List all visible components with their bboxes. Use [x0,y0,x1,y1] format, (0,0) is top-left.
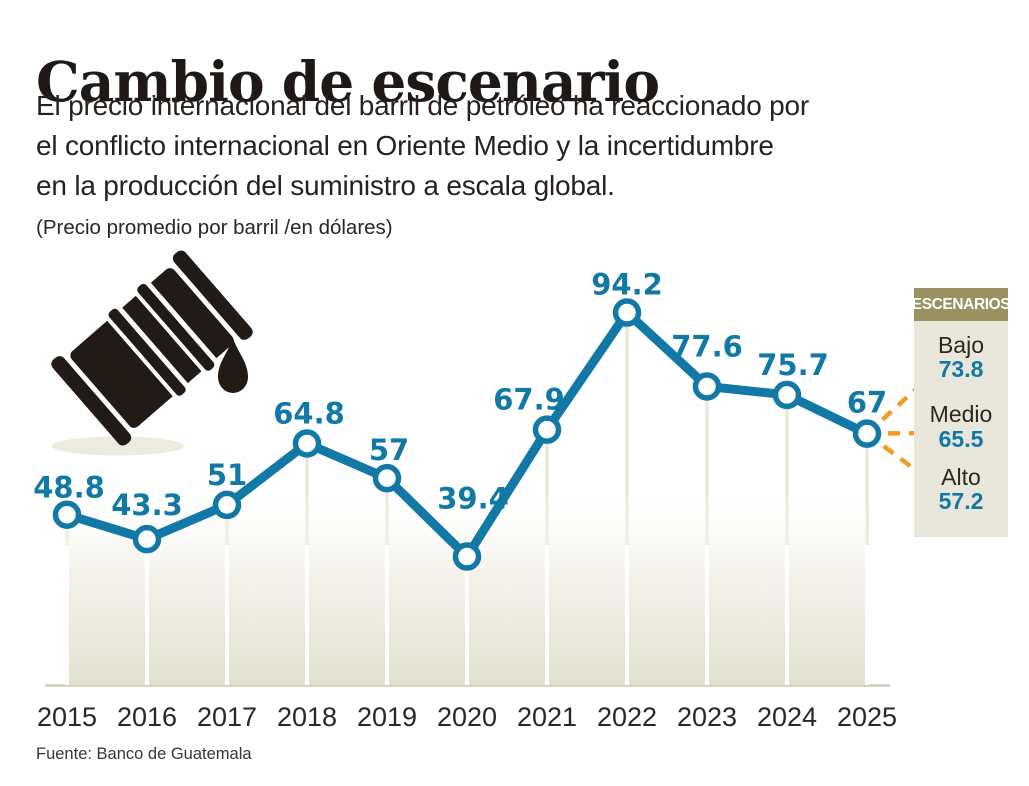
value-label: 64.8 [273,396,345,430]
scenario-high-label: Alto [941,464,981,490]
year-label: 2022 [597,702,657,732]
value-label: 94.2 [591,268,663,302]
description-line-2: el conflicto internacional en Oriente Me… [36,130,774,161]
year-label: 2020 [437,702,497,732]
scenario-connector-dashed-line [865,368,939,436]
value-label: 39.4 [437,482,509,516]
data-point-marker [212,490,242,520]
data-point-marker [372,463,402,493]
scenario-medium-value: 65.5 [938,426,984,452]
scenario-low-label: Bajo [937,332,985,358]
value-label: 67 [847,386,887,420]
year-label: 2023 [677,702,737,732]
description-line-3: en la producción del suministro a escala… [36,170,615,201]
data-point-marker [612,298,642,327]
year-label: 2016 [117,702,177,732]
data-point-marker [532,415,562,444]
oil-drop-icon [218,338,248,393]
data-point-marker [292,429,322,458]
data-point-marker [852,419,882,448]
year-label: 2025 [837,702,897,732]
value-label: 48.8 [33,471,105,505]
year-label: 2015 [37,702,97,732]
description-line-1: El precio internacional del barril de pe… [36,90,810,121]
scenarios-panel: ESCENARIOS Bajo 73.8 Medio 65.5 Alto 57.… [912,288,1011,537]
unit-note: (Precio promedio por barril /en dólares) [36,216,393,239]
data-point-marker [52,500,82,529]
oil-barrel-icon [51,250,253,446]
year-label: 2024 [757,702,817,732]
source-credit: Fuente: Banco de Guatemala [36,745,252,763]
chart-description: El precio internacional del barril de pe… [36,86,809,206]
year-label: 2019 [357,702,417,732]
data-point-marker [132,524,162,554]
barrel-shadow [52,436,184,456]
value-label: 57 [369,433,409,467]
year-label: 2018 [277,702,337,732]
value-label: 51 [207,458,247,492]
page-title: Cambio de escenario [36,48,660,114]
year-label: 2017 [197,702,257,732]
value-labels: 48.843.3 51 64.8 57 39.4 67.9 94.277.6 75.7 67 [33,268,887,523]
price-line-series [52,298,882,571]
scenario-high-value: 57.2 [938,488,984,514]
data-point-marker [772,380,802,410]
data-point-marker [452,542,482,571]
year-axis-labels: 2015 2016 2017 2018 2019 2020 2021 2022 2023 2024… [37,702,897,732]
value-label: 77.6 [671,329,743,363]
scenarios-panel-header: ESCENARIOS [912,288,1011,321]
scenario-medium-label: Medio [929,401,993,427]
year-label: 2021 [517,702,577,732]
value-label: 43.3 [111,488,183,522]
value-label: 75.7 [757,348,829,382]
value-label: 67.9 [493,383,565,417]
data-point-marker [692,372,722,401]
scenario-low-value: 73.8 [938,356,984,382]
